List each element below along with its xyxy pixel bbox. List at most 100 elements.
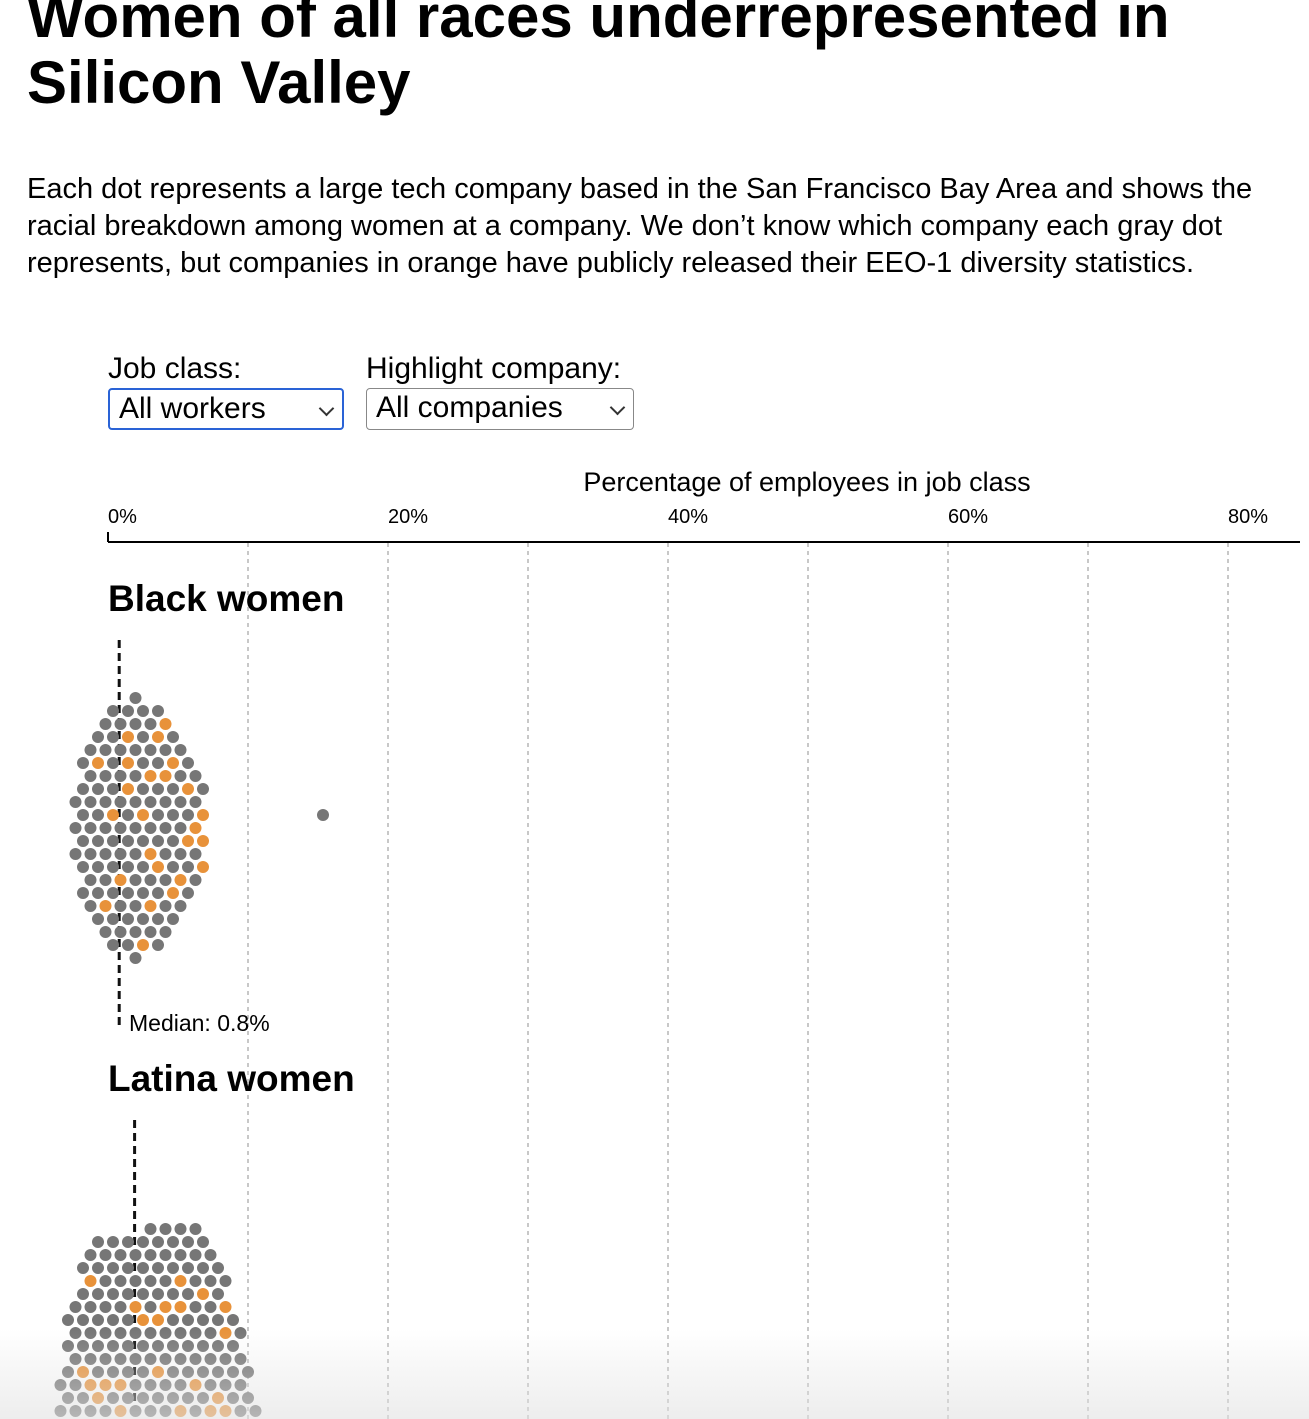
company-dot[interactable] — [234, 1405, 247, 1417]
company-dot[interactable] — [167, 1392, 179, 1404]
company-dot[interactable] — [167, 809, 179, 821]
company-dot[interactable] — [197, 1392, 209, 1404]
company-dot[interactable] — [144, 822, 157, 834]
company-dot[interactable] — [92, 1340, 104, 1352]
company-dot[interactable] — [174, 744, 187, 756]
company-dot[interactable] — [77, 1288, 89, 1300]
company-dot[interactable] — [99, 796, 112, 808]
company-dot[interactable] — [219, 1353, 232, 1365]
company-dot[interactable] — [227, 1314, 239, 1326]
company-dot[interactable] — [122, 1262, 134, 1274]
company-dot[interactable] — [107, 835, 119, 847]
company-dot[interactable] — [159, 796, 172, 808]
company-dot[interactable] — [144, 796, 157, 808]
company-dot-highlighted[interactable] — [174, 874, 187, 886]
company-dot-highlighted[interactable] — [152, 1366, 164, 1378]
company-dot[interactable] — [69, 1405, 82, 1417]
company-dot-highlighted[interactable] — [174, 1301, 187, 1313]
company-dot-highlighted[interactable] — [114, 1379, 127, 1391]
company-dot[interactable] — [99, 770, 112, 782]
company-dot[interactable] — [107, 1340, 119, 1352]
company-dot[interactable] — [159, 1353, 172, 1365]
company-dot-highlighted[interactable] — [152, 731, 164, 743]
company-dot[interactable] — [182, 757, 194, 769]
company-dot[interactable] — [197, 1340, 209, 1352]
company-dot[interactable] — [189, 1327, 202, 1339]
company-dot[interactable] — [152, 1236, 164, 1248]
company-dot[interactable] — [137, 835, 149, 847]
company-dot[interactable] — [159, 926, 172, 938]
company-dot[interactable] — [84, 770, 97, 782]
company-dot[interactable] — [167, 1288, 179, 1300]
company-dot[interactable] — [212, 1262, 224, 1274]
company-dot[interactable] — [99, 822, 112, 834]
company-dot[interactable] — [189, 770, 202, 782]
company-dot[interactable] — [129, 692, 142, 704]
company-dot[interactable] — [122, 1366, 134, 1378]
company-dot-highlighted[interactable] — [212, 1392, 224, 1404]
company-dot[interactable] — [204, 1327, 217, 1339]
company-dot[interactable] — [197, 1262, 209, 1274]
company-dot[interactable] — [197, 783, 209, 795]
company-dot[interactable] — [197, 1236, 209, 1248]
company-dot[interactable] — [77, 887, 89, 899]
company-dot[interactable] — [174, 900, 187, 912]
company-dot-highlighted[interactable] — [137, 939, 149, 951]
company-dot[interactable] — [189, 1249, 202, 1261]
job-class-select[interactable]: All workers — [108, 388, 344, 430]
company-dot[interactable] — [242, 1366, 254, 1378]
company-dot[interactable] — [212, 1314, 224, 1326]
company-dot[interactable] — [182, 809, 194, 821]
company-dot[interactable] — [62, 1392, 74, 1404]
company-dot-highlighted[interactable] — [144, 770, 157, 782]
company-dot[interactable] — [99, 744, 112, 756]
company-dot[interactable] — [152, 705, 164, 717]
company-dot[interactable] — [92, 1314, 104, 1326]
company-dot[interactable] — [114, 1275, 127, 1287]
company-dot-highlighted[interactable] — [92, 1392, 104, 1404]
company-dot[interactable] — [122, 1314, 134, 1326]
company-dot[interactable] — [122, 861, 134, 873]
company-dot[interactable] — [159, 1275, 172, 1287]
company-dot[interactable] — [189, 1405, 202, 1417]
company-dot[interactable] — [114, 926, 127, 938]
company-dot-highlighted[interactable] — [197, 835, 209, 847]
company-dot-highlighted[interactable] — [197, 861, 209, 873]
company-dot[interactable] — [122, 705, 134, 717]
company-dot[interactable] — [137, 1236, 149, 1248]
company-dot-highlighted[interactable] — [219, 1327, 232, 1339]
company-dot[interactable] — [84, 900, 97, 912]
company-dot[interactable] — [167, 835, 179, 847]
company-dot[interactable] — [122, 1392, 134, 1404]
company-dot[interactable] — [182, 1288, 194, 1300]
company-dot[interactable] — [84, 822, 97, 834]
company-dot-highlighted[interactable] — [77, 1366, 89, 1378]
company-dot[interactable] — [84, 1301, 97, 1313]
company-dot[interactable] — [62, 1366, 74, 1378]
company-dot[interactable] — [227, 1366, 239, 1378]
company-dot-highlighted[interactable] — [114, 1405, 127, 1417]
company-dot[interactable] — [99, 1405, 112, 1417]
company-dot-highlighted[interactable] — [152, 1314, 164, 1326]
company-dot[interactable] — [114, 796, 127, 808]
company-dot[interactable] — [107, 861, 119, 873]
company-dot[interactable] — [204, 1275, 217, 1287]
company-dot[interactable] — [84, 848, 97, 860]
company-dot[interactable] — [77, 757, 89, 769]
company-dot-highlighted[interactable] — [144, 848, 157, 860]
company-dot-highlighted[interactable] — [159, 1301, 172, 1313]
company-dot[interactable] — [129, 926, 142, 938]
company-dot-highlighted[interactable] — [219, 1405, 232, 1417]
company-dot[interactable] — [77, 861, 89, 873]
company-dot[interactable] — [167, 731, 179, 743]
company-dot[interactable] — [242, 1392, 254, 1404]
company-dot[interactable] — [167, 1314, 179, 1326]
company-dot[interactable] — [107, 731, 119, 743]
company-dot[interactable] — [152, 887, 164, 899]
company-dot[interactable] — [92, 783, 104, 795]
company-dot-highlighted[interactable] — [182, 835, 194, 847]
company-dot[interactable] — [189, 848, 202, 860]
company-dot[interactable] — [129, 952, 142, 964]
company-dot[interactable] — [212, 1340, 224, 1352]
company-dot[interactable] — [114, 1353, 127, 1365]
